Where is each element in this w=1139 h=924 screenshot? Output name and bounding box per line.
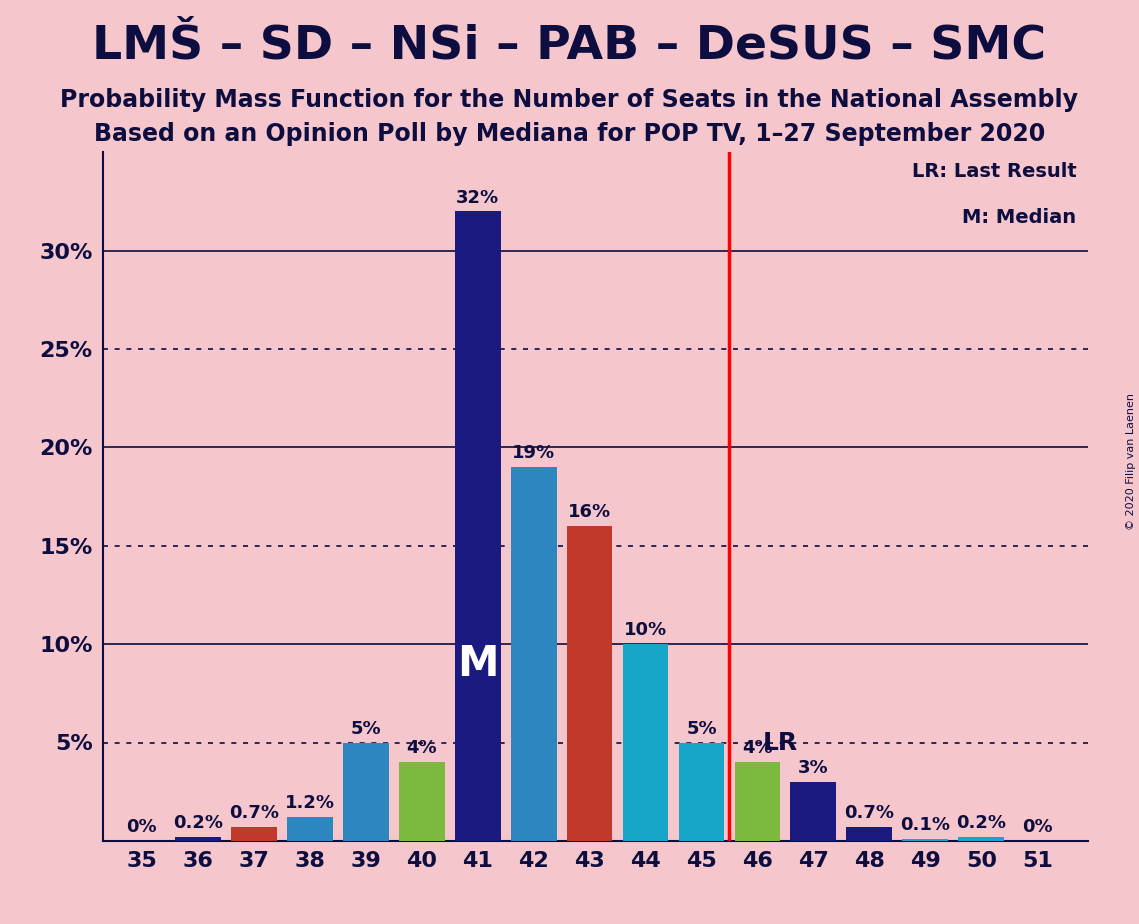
- Text: 5%: 5%: [351, 720, 380, 737]
- Bar: [287, 817, 333, 841]
- Text: 0%: 0%: [126, 818, 157, 836]
- Bar: [174, 837, 221, 841]
- Bar: [566, 526, 613, 841]
- Text: © 2020 Filip van Laenen: © 2020 Filip van Laenen: [1126, 394, 1136, 530]
- Text: 0.1%: 0.1%: [901, 816, 950, 834]
- Bar: [846, 827, 892, 841]
- Text: 4%: 4%: [743, 739, 772, 758]
- Text: 16%: 16%: [568, 504, 612, 521]
- Text: 3%: 3%: [798, 759, 829, 777]
- Bar: [399, 762, 444, 841]
- Text: LMŠ – SD – NSi – PAB – DeSUS – SMC: LMŠ – SD – NSi – PAB – DeSUS – SMC: [92, 23, 1047, 68]
- Text: LR: LR: [763, 731, 798, 755]
- Text: 10%: 10%: [624, 621, 667, 639]
- Bar: [343, 743, 388, 841]
- Bar: [679, 743, 724, 841]
- Text: 0.7%: 0.7%: [229, 804, 279, 822]
- Text: 19%: 19%: [513, 444, 555, 462]
- Text: Based on an Opinion Poll by Mediana for POP TV, 1–27 September 2020: Based on an Opinion Poll by Mediana for …: [93, 122, 1046, 146]
- Text: 0%: 0%: [1022, 818, 1052, 836]
- Text: 32%: 32%: [456, 188, 499, 207]
- Bar: [231, 827, 277, 841]
- Text: Probability Mass Function for the Number of Seats in the National Assembly: Probability Mass Function for the Number…: [60, 88, 1079, 112]
- Bar: [902, 839, 949, 841]
- Text: M: M: [457, 643, 499, 685]
- Text: 5%: 5%: [686, 720, 716, 737]
- Text: 4%: 4%: [407, 739, 437, 758]
- Bar: [735, 762, 780, 841]
- Bar: [958, 837, 1005, 841]
- Text: 0.2%: 0.2%: [173, 814, 223, 832]
- Bar: [510, 468, 557, 841]
- Bar: [454, 212, 500, 841]
- Text: LR: Last Result: LR: Last Result: [912, 163, 1076, 181]
- Bar: [623, 644, 669, 841]
- Text: M: Median: M: Median: [962, 208, 1076, 226]
- Text: 0.7%: 0.7%: [844, 804, 894, 822]
- Bar: [790, 782, 836, 841]
- Text: 1.2%: 1.2%: [285, 795, 335, 812]
- Text: 0.2%: 0.2%: [957, 814, 1007, 832]
